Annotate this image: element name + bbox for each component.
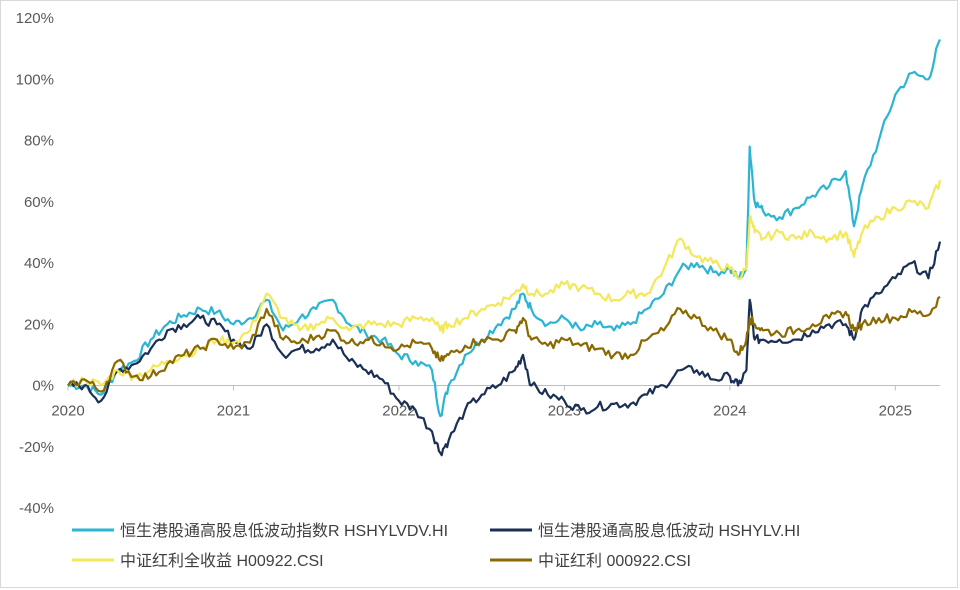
y-tick-label: 100% — [16, 71, 54, 88]
legend-label: 恒生港股通高股息低波动 HSHYLV.HI — [538, 522, 800, 540]
y-tick-label: -20% — [19, 439, 54, 456]
x-tick-label: 2023 — [548, 403, 581, 420]
legend-label: 恒生港股通高股息低波动指数R HSHYLVDV.HI — [120, 522, 448, 540]
x-tick-label: 2024 — [713, 403, 746, 420]
x-axis-ticks: 2020 2021 2022 2023 2024 2025 — [51, 385, 912, 420]
legend-label: 中证红利全收益 H00922.CSI — [120, 552, 324, 570]
legend-label: 中证红利 000922.CSI — [538, 552, 691, 570]
series-line-2 — [67, 241, 942, 457]
y-tick-label: 20% — [24, 316, 54, 333]
x-tick-label: 2022 — [382, 403, 415, 420]
y-tick-label: 80% — [24, 133, 54, 150]
x-tick-label: 2025 — [879, 403, 912, 420]
legend: 恒生港股通高股息低波动指数R HSHYLVDV.HI 恒生港股通高股息低波动 HS… — [72, 522, 800, 570]
series-line-3 — [67, 180, 942, 388]
y-tick-label: 60% — [24, 194, 54, 211]
x-tick-label: 2021 — [217, 403, 250, 420]
y-tick-label: 120% — [16, 10, 54, 27]
series-lines — [67, 38, 942, 457]
y-tick-label: 0% — [32, 378, 54, 395]
series-line-1 — [67, 38, 942, 418]
x-tick-label: 2020 — [51, 403, 84, 420]
y-tick-label: 40% — [24, 255, 54, 272]
y-axis-ticks: -40% -20% 0% 20% 40% 60% 80% 100% 120% — [16, 10, 54, 517]
y-tick-label: -40% — [19, 500, 54, 517]
series-line-4 — [67, 295, 941, 393]
